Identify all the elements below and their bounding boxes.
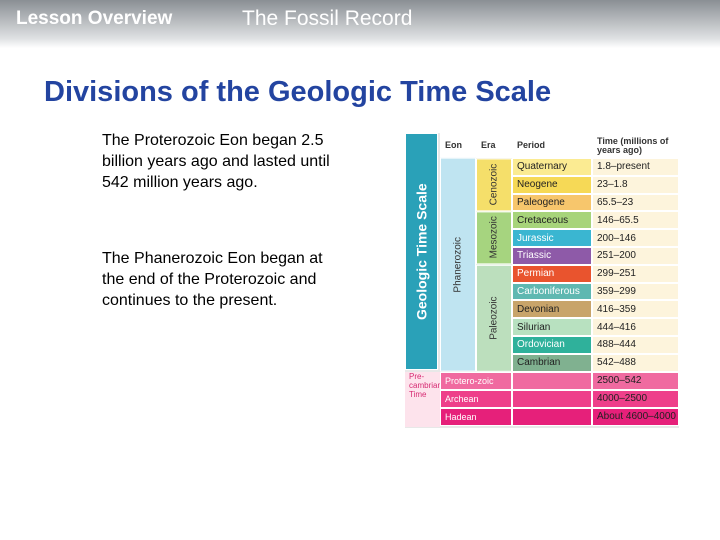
period-cell: Permian: [512, 264, 592, 283]
column-header: Era: [476, 133, 512, 158]
period-cell: Ordovician: [512, 336, 592, 354]
period-cell: Silurian: [512, 318, 592, 336]
eon-cell: Protero-zoic: [440, 371, 512, 390]
period-cell: Cretaceous: [512, 211, 592, 230]
time-scale-table: Eon Era Period Time (millions of years ago)…: [405, 133, 679, 428]
eon-cell: Phanerozoic: [440, 158, 476, 372]
paragraph: The Phanerozoic Eon began at the end of …: [102, 250, 323, 309]
paragraph: The Proterozoic Eon began 2.5 billion ye…: [102, 132, 330, 191]
time-cell: 1.8–present: [592, 158, 679, 176]
topic: The Fossil Record: [242, 7, 413, 30]
time-cell: 23–1.8: [592, 175, 679, 194]
time-cell: 4000–2500: [592, 389, 679, 408]
period-cell: Cambrian: [512, 353, 592, 372]
period-cell: Triassic: [512, 247, 592, 265]
time-cell: 444–416: [592, 318, 679, 336]
time-cell: 359–299: [592, 282, 679, 301]
period-cell: [512, 389, 592, 408]
period-cell: Quaternary: [512, 158, 592, 176]
precambrian-label: Pre-cambrian Time: [405, 371, 442, 427]
column-header: Time (millions of years ago): [592, 133, 679, 158]
column-header: Period: [512, 133, 592, 158]
slide-title: Divisions of the Geologic Time Scale: [44, 76, 552, 108]
eon-cell: Hadean: [440, 407, 512, 426]
era-cell: Mesozoic: [476, 211, 512, 265]
time-cell: 2500–542: [592, 371, 679, 390]
period-cell: Devonian: [512, 300, 592, 319]
time-cell: 251–200: [592, 247, 679, 265]
period-cell: Carboniferous: [512, 282, 592, 301]
header-band: [0, 0, 720, 48]
side-label: Geologic Time Scale: [405, 133, 438, 370]
lesson-label: Lesson Overview: [16, 8, 173, 29]
time-cell: About 4600–4000: [592, 407, 679, 426]
period-cell: [512, 371, 592, 390]
period-cell: Neogene: [512, 175, 592, 194]
time-cell: 416–359: [592, 300, 679, 319]
period-cell: [512, 407, 592, 426]
time-cell: 488–444: [592, 336, 679, 354]
period-cell: Jurassic: [512, 229, 592, 247]
eon-cell: Archean: [440, 389, 512, 408]
time-cell: 542–488: [592, 353, 679, 372]
time-cell: 65.5–23: [592, 193, 679, 212]
era-cell: Paleozoic: [476, 264, 512, 372]
time-cell: 200–146: [592, 229, 679, 247]
column-header: Eon: [440, 133, 476, 158]
era-cell: Cenozoic: [476, 158, 512, 212]
period-cell: Paleogene: [512, 193, 592, 212]
time-cell: 146–65.5: [592, 211, 679, 230]
time-cell: 299–251: [592, 264, 679, 283]
